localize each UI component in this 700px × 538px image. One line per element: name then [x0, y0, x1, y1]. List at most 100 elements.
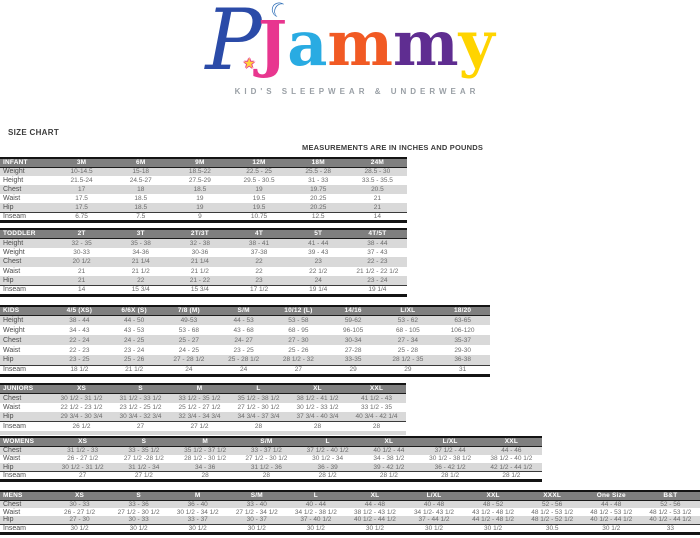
measurement-value: 29-30: [454, 346, 471, 354]
row-label: Waist: [3, 455, 21, 463]
measurement-value: 21 1/4: [170, 257, 230, 267]
measurement-value: 21: [373, 195, 381, 202]
measurement-value: 21 1/2: [125, 366, 144, 373]
row-label: Chest: [0, 446, 52, 455]
column-header: XL: [358, 437, 420, 446]
measurement-value: 43 1/2 - 48 1/2: [472, 508, 515, 516]
size-table-infant: INFANT 3M 6M 9M 12M 18M 24M Weight 10-14.5 15-18 1…: [0, 157, 407, 223]
measurements-note: MEASUREMENTS ARE IN INCHES AND POUNDS: [302, 143, 484, 152]
column-header: XL: [345, 491, 405, 500]
row-label: Weight: [3, 326, 25, 334]
row-label: Height: [3, 177, 24, 184]
column-header: XXL: [347, 384, 406, 393]
measurement-value: 22 - 23: [347, 257, 407, 267]
measurement-value: 52 - 56: [522, 500, 582, 508]
measurement-value: 25 - 26: [288, 346, 309, 354]
measurement-value: 27: [136, 423, 145, 430]
measurement-value: 24: [240, 366, 248, 373]
measurement-value: 106-120: [450, 326, 475, 334]
measurement-value: 22 - 23: [69, 346, 90, 354]
measurement-value: 24.5-27: [129, 177, 152, 184]
column-header: 4T/5T: [347, 229, 407, 238]
measurement-value: 27 1/2 - 34 1/2: [235, 508, 278, 516]
measurement-value: 37 - 43: [367, 248, 388, 256]
measurement-value: 26 1/2: [72, 423, 91, 430]
measurement-value: 28: [313, 423, 322, 430]
column-header: XS: [50, 491, 110, 500]
measurement-value: 36 - 42 1/2: [419, 463, 481, 472]
measurement-value: 33: [666, 524, 674, 532]
measurement-value: 20.25: [310, 195, 327, 202]
measurement-value: 30 1/2: [188, 524, 207, 532]
measurement-value: 38 1/2 - 40 1/2: [490, 455, 533, 463]
measurement-value: 10.75: [250, 212, 268, 220]
brand-logo: P ★ ☾ J a m m y KID'S SLEEPWEAR & UNDERW…: [0, 0, 700, 112]
column-header: 10/12 (L): [271, 306, 326, 315]
measurement-value: 26 - 27 1/2: [67, 455, 99, 463]
column-header: S: [109, 491, 169, 500]
row-label: Weight: [0, 167, 52, 176]
measurement-value: 28 1/2 - 32: [271, 355, 326, 365]
star-icon: ★: [242, 56, 256, 72]
measurement-value: 38 - 41: [229, 238, 289, 248]
measurement-value: 30 1/2: [602, 524, 621, 532]
measurement-value: 31: [459, 366, 467, 373]
row-label: Hip: [0, 355, 52, 365]
column-header: 4T: [229, 229, 289, 238]
row-label: Chest: [0, 257, 52, 267]
measurement-value: 28.5 - 30: [347, 167, 407, 176]
measurement-value: 9: [198, 212, 202, 220]
measurement-value: 21: [347, 203, 407, 212]
measurement-value: 44 - 48: [345, 500, 405, 508]
brand-letter-m1: m: [327, 7, 394, 80]
row-label: Waist: [3, 267, 21, 275]
measurement-value: 39 - 42 1/2: [358, 463, 420, 472]
measurement-value: 25.5 - 28: [288, 167, 348, 176]
size-table-womens: WOMENS XS S M S/M L XL L/XL XXL Chest 31 1/2 - 33 3…: [0, 436, 542, 482]
measurement-value: 19: [229, 185, 289, 194]
measurement-value: 22 1/2 - 23 1/2: [60, 403, 103, 411]
measurement-value: 27 1/2: [134, 472, 153, 479]
measurement-value: 30 1/2: [424, 524, 444, 532]
measurement-row: Inseam 6.75 7.5 9 10.75 12.5 14: [0, 212, 407, 221]
brand-letter-j: J: [257, 7, 288, 80]
measurement-row: Chest 30 1/2 - 31 1/2 31 1/2 - 33 1/2 33 1/…: [0, 393, 406, 403]
brand-letter-m2: m: [393, 7, 459, 80]
size-table-kids: KIDS 4/5 (XS) 6/6X (S) 7/8 (M) S/M 10/12 (L) 1…: [0, 305, 490, 377]
measurement-value: 7.5: [136, 212, 146, 220]
column-header: 6/6X (S): [106, 306, 162, 315]
measurement-value: 22 1/2: [309, 267, 328, 275]
measurement-value: 32 - 35: [52, 238, 112, 248]
measurement-value: 42 1/2 - 44 1/2: [480, 463, 542, 472]
column-header: 2T: [52, 229, 112, 238]
measurement-value: 19.5: [229, 203, 289, 212]
measurement-value: 21 1/2: [131, 267, 150, 275]
measurement-value: 19 1/4: [309, 286, 328, 294]
measurement-value: 37 - 40 1/2: [286, 516, 346, 524]
measurement-value: 38 1/2 - 41 1/2: [288, 393, 347, 403]
measurement-value: 38 - 44: [52, 315, 107, 325]
measurement-value: 17: [52, 185, 112, 194]
measurement-value: 30 1/2: [484, 524, 503, 532]
measurement-value: 34 - 38 1/2: [373, 455, 405, 463]
measurement-value: 33.5 - 35.5: [361, 177, 393, 184]
measurement-value: 28 1/2: [318, 472, 337, 479]
row-label: Hip: [0, 203, 52, 212]
brand-letter-y: y: [458, 7, 495, 80]
measurement-value: 28: [262, 472, 270, 479]
measurement-value: 27.5-29: [188, 177, 211, 184]
measurement-value: 27 1/2 - 30 1/2: [245, 455, 288, 463]
measurement-value: 40 1/2 - 44 1/2: [345, 516, 405, 524]
measurement-value: 21 1/2: [190, 267, 209, 275]
header-row: TODDLER 2T 3T 2T/3T 4T 5T 4T/5T: [0, 229, 407, 238]
measurement-value: 32 - 38: [170, 238, 230, 248]
measurement-value: 19 1/4: [368, 286, 387, 294]
blank-cell: [0, 431, 406, 435]
header-row: WOMENS XS S M S/M L XL L/XL XXL: [0, 437, 542, 446]
measurement-value: 21: [77, 267, 86, 275]
measurement-value: 23 - 25: [233, 346, 254, 354]
measurement-value: 28: [372, 423, 381, 430]
measurement-value: 20 1/2: [52, 257, 112, 267]
column-header: 3M: [52, 158, 112, 167]
section-title-toddler: TODDLER: [0, 229, 52, 238]
